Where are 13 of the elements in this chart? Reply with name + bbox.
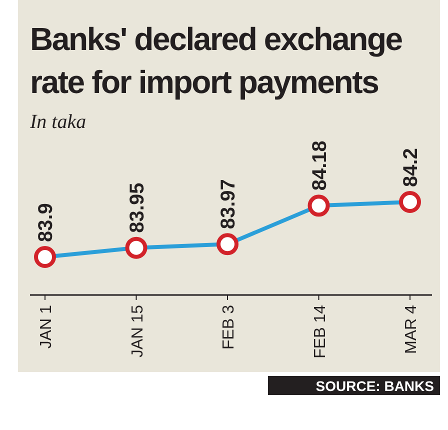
- x-tick-label: FEB 3: [220, 304, 238, 350]
- data-label: 83.9: [35, 203, 57, 242]
- data-label: 83.95: [126, 182, 148, 233]
- source-note: SOURCE: BANKS: [316, 378, 434, 394]
- data-label: 83.97: [218, 179, 240, 230]
- chart-subtitle: In taka: [29, 111, 86, 133]
- chart-title: Banks' declared exchange rate for import payments: [30, 21, 402, 100]
- data-label: 84.2: [400, 148, 422, 187]
- x-tick-label: JAN 1: [38, 304, 55, 349]
- data-label: 84.18: [308, 140, 331, 191]
- x-tick-label: MAR 4: [403, 304, 420, 354]
- x-tick-label: FEB 14: [312, 304, 329, 358]
- x-tick-label: JAN 15: [129, 304, 146, 358]
